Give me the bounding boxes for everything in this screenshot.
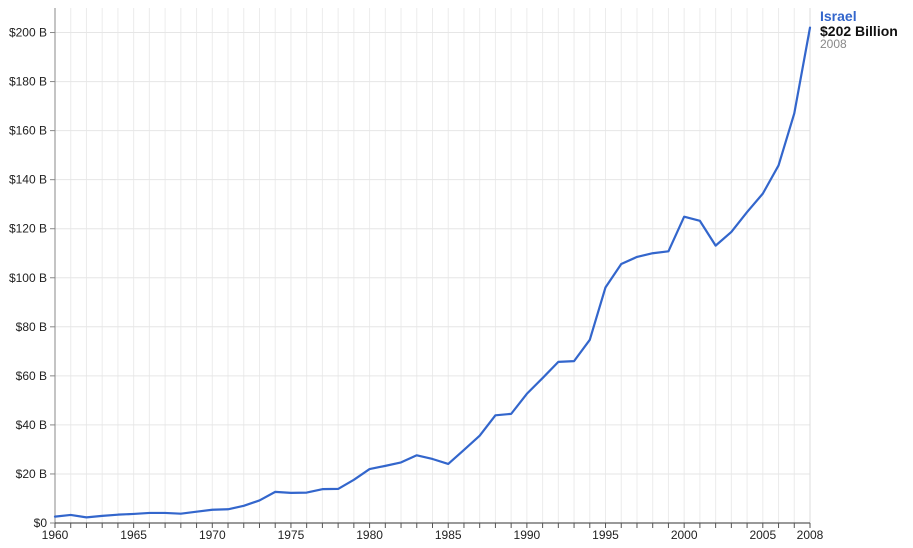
y-tick-label: $20 B: [16, 467, 47, 481]
y-tick-label: $140 B: [9, 173, 47, 187]
data-point: [478, 434, 480, 436]
data-point: [447, 463, 449, 465]
data-point: [652, 252, 654, 254]
data-point: [164, 512, 166, 514]
data-point: [510, 413, 512, 415]
data-point: [117, 513, 119, 515]
data-point: [463, 449, 465, 451]
x-tick-label: 1990: [514, 528, 541, 542]
y-tick-label: $0: [34, 516, 48, 530]
data-point: [211, 509, 213, 511]
data-point: [714, 244, 716, 246]
data-point: [384, 465, 386, 467]
y-tick-label: $160 B: [9, 124, 47, 138]
data-point: [227, 508, 229, 510]
data-point: [526, 393, 528, 395]
data-point: [54, 515, 56, 517]
data-point: [667, 250, 669, 252]
data-point: [258, 499, 260, 501]
data-point: [243, 505, 245, 507]
x-tick-label: 1980: [356, 528, 383, 542]
data-point: [290, 492, 292, 494]
data-point: [636, 256, 638, 258]
data-point: [541, 377, 543, 379]
y-tick-label: $60 B: [16, 369, 47, 383]
data-point: [730, 231, 732, 233]
data-point: [573, 360, 575, 362]
data-point: [557, 361, 559, 363]
data-point: [70, 514, 72, 516]
data-point: [321, 488, 323, 490]
x-tick-label: 1970: [199, 528, 226, 542]
y-axis-ticks: $0 $20 B $40 B $60 B $80 B $100 B $120 B $140 B…: [9, 26, 55, 530]
x-axis-ticks: 1960 1965 1970 1975 1980 1985 1990 1995 2000 2005…: [42, 523, 824, 542]
x-tick-label: 1995: [592, 528, 619, 542]
data-point: [274, 491, 276, 493]
series-layer: [53, 26, 812, 519]
x-tick-label: 2008: [797, 528, 824, 542]
data-point: [620, 263, 622, 265]
data-point: [589, 339, 591, 341]
data-point: [148, 512, 150, 514]
y-tick-label: $200 B: [9, 26, 47, 40]
data-point: [762, 192, 764, 194]
y-tick-label: $40 B: [16, 418, 47, 432]
y-tick-label: $80 B: [16, 320, 47, 334]
legend-value: $202 Billion: [820, 22, 898, 39]
x-tick-label: 1965: [120, 528, 147, 542]
data-point: [400, 461, 402, 463]
hover-legend: Israel $202 Billion 2008: [820, 9, 898, 51]
data-point: [494, 414, 496, 416]
y-tick-label: $180 B: [9, 75, 47, 89]
x-gridlines: [70, 8, 795, 523]
data-point: [746, 211, 748, 213]
data-point: [101, 515, 103, 517]
data-point: [431, 458, 433, 460]
data-point: [337, 488, 339, 490]
y-tick-label: $120 B: [9, 222, 47, 236]
data-point: [699, 220, 701, 222]
series-line-israel: [53, 26, 812, 519]
data-point: [793, 112, 795, 114]
data-point: [368, 468, 370, 470]
y-tick-label: $100 B: [9, 271, 47, 285]
data-point: [195, 511, 197, 513]
data-point: [416, 454, 418, 456]
data-point: [180, 512, 182, 514]
legend-series-name: Israel: [820, 8, 857, 24]
data-point: [85, 516, 87, 518]
data-point: [777, 164, 779, 166]
data-point: [132, 513, 134, 515]
data-point: [305, 491, 307, 493]
legend-year: 2008: [820, 37, 847, 52]
x-tick-label: 1985: [435, 528, 462, 542]
data-point: [809, 26, 811, 28]
x-tick-label: 2005: [749, 528, 776, 542]
x-tick-label: 1975: [278, 528, 305, 542]
data-point: [683, 215, 685, 217]
data-point: [604, 286, 606, 288]
x-tick-label: 2000: [671, 528, 698, 542]
y-gridlines: [55, 32, 810, 475]
x-tick-label: 1960: [42, 528, 69, 542]
data-point: [353, 479, 355, 481]
